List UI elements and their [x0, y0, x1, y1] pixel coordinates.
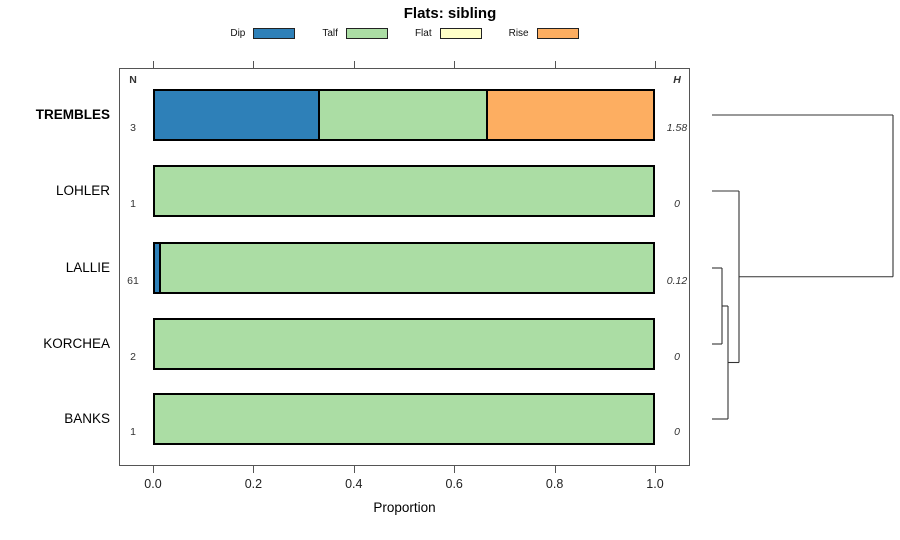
bar-segment-talf: [153, 393, 655, 445]
h-value: 0: [674, 426, 680, 438]
legend-swatch: [439, 27, 482, 39]
plot-area: 0.0 0.2 0.4 0.6 0.8 1.0 N H 3 1.58 1 0 61 0.12 2 0 1 0: [119, 61, 690, 491]
legend-swatch: [345, 27, 388, 39]
n-value: 1: [130, 198, 136, 210]
bar-segment-dip: [153, 89, 321, 141]
row-label-korchea: KORCHEA: [43, 336, 110, 351]
bar-segment-talf: [153, 318, 655, 370]
n-value: 61: [127, 275, 139, 287]
x-axis-tick-label: 1.0: [646, 477, 664, 491]
row-label-banks: BANKS: [64, 411, 110, 426]
chart-title: Flats: sibling: [403, 5, 497, 22]
n-value: 2: [130, 351, 136, 363]
x-axis-label: Proportion: [373, 500, 436, 515]
x-axis-tick-label: 0.0: [144, 477, 162, 491]
x-axis-tick-top: [353, 61, 355, 68]
n-column-header: N: [129, 74, 137, 86]
x-axis-tick-top: [454, 61, 456, 68]
legend-item: Rise: [508, 27, 579, 39]
x-axis-tick-top: [655, 61, 656, 68]
x-axis-tick-bottom: [253, 466, 255, 473]
legend-item: Talf: [322, 27, 388, 39]
x-axis-tick-top: [253, 61, 255, 68]
legend: Dip Talf Flat Rise: [119, 25, 690, 41]
row-label-lohler: LOHLER: [55, 183, 110, 198]
h-value: 0: [674, 198, 680, 210]
h-value: 0.12: [666, 275, 688, 287]
legend-label: Dip: [230, 27, 246, 39]
x-axis-tick-label: 0.2: [244, 477, 263, 491]
x-axis-tick-top: [554, 61, 556, 68]
legend-item: Flat: [414, 27, 482, 39]
bar-segment-rise: [485, 89, 655, 141]
x-axis-tick-label: 0.4: [345, 477, 363, 491]
x-axis-tick-bottom: [554, 466, 556, 473]
x-axis-tick-bottom: [655, 466, 656, 473]
h-column-header: H: [673, 74, 681, 86]
legend-item: Dip: [230, 27, 296, 39]
legend-label: Talf: [322, 27, 338, 39]
legend-swatch: [536, 27, 579, 39]
row-label-lallie: LALLIE: [65, 260, 110, 275]
x-axis-tick-bottom: [153, 466, 154, 473]
bar-segment-talf: [318, 89, 488, 141]
x-axis-tick-bottom: [353, 466, 355, 473]
n-value: 1: [130, 426, 136, 438]
legend-swatch: [253, 27, 296, 39]
x-axis-tick-bottom: [454, 466, 456, 473]
bar-segment-talf: [153, 165, 655, 217]
h-value: 0: [674, 351, 680, 363]
x-axis-tick-label: 0.8: [545, 477, 564, 491]
bar-segment-talf: [159, 242, 655, 294]
x-axis-tick-label: 0.6: [445, 477, 463, 491]
x-axis-tick-top: [153, 61, 154, 68]
legend-label: Flat: [414, 27, 432, 39]
n-value: 3: [130, 122, 136, 134]
row-label-trembles: TREMBLES: [35, 107, 110, 122]
h-value: 1.58: [666, 122, 688, 134]
legend-label: Rise: [508, 27, 529, 39]
